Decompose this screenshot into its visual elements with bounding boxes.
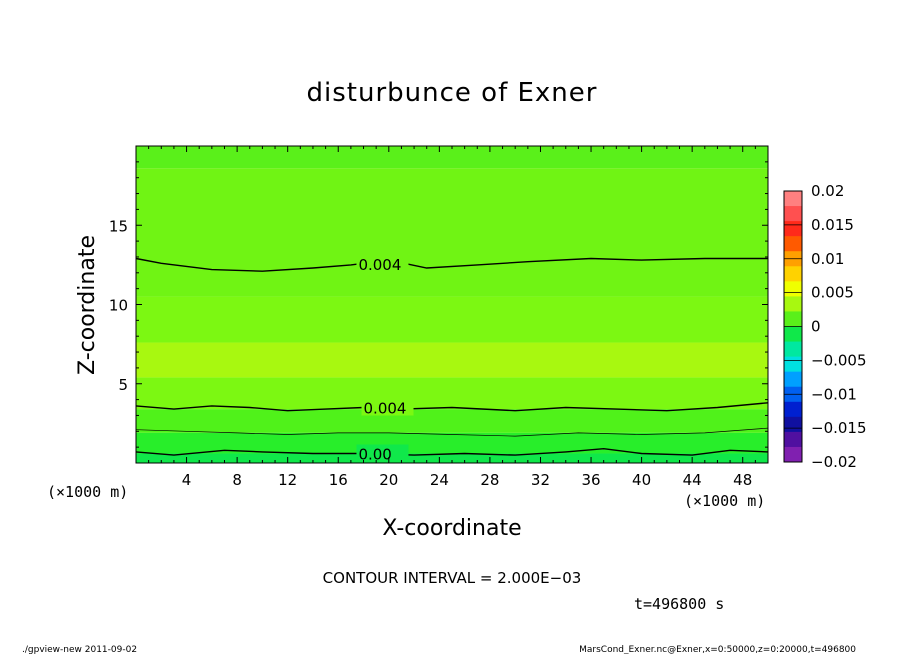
contour-band-4: [136, 342, 768, 378]
colorbar-swatch-2: [784, 221, 802, 237]
colorbar-swatch-10: [784, 341, 802, 358]
contour-band-2: [136, 409, 768, 433]
contour-label-0: 0.004: [358, 256, 401, 274]
x-tick-label-2: 12: [278, 471, 297, 489]
chart-title: disturbunce of Exner: [307, 78, 598, 108]
contour-bands: [136, 146, 768, 463]
x-tick-label-5: 24: [430, 471, 449, 489]
x-tick-label-4: 20: [379, 471, 398, 489]
contour-band-3: [136, 377, 768, 410]
colorbar: 0.02 0.015 0.01 0.005 0 −0.005 −0.01 −0.015 −0.0…: [783, 182, 867, 471]
y-tick-label-0: 5: [118, 376, 128, 394]
colorbar-label-3: 0.005: [811, 284, 854, 302]
x-tick-label-10: 44: [683, 471, 702, 489]
x-axis-ticks: 4 8 12 16 20 24 28 32 36 40 44 48: [148, 146, 756, 489]
footer-left: ./gpview-new 2011-09-02: [22, 645, 137, 654]
plot-area: 0.004 0.004 0.00: [135, 145, 769, 464]
colorbar-swatch-0: [784, 191, 802, 207]
colorbar-swatch-17: [784, 446, 802, 463]
colorbar-swatch-11: [784, 356, 802, 373]
colorbar-label-6: −0.01: [811, 385, 857, 403]
x-tick-label-1: 8: [232, 471, 242, 489]
y-axis-label: Z-coordinate: [75, 235, 100, 375]
contour-interval-text: CONTOUR INTERVAL = 2.000E−03: [323, 569, 582, 587]
x-axis-label: X-coordinate: [382, 516, 521, 541]
colorbar-swatch-7: [784, 296, 802, 312]
contour-line-2: [135, 427, 769, 437]
x-tick-label-3: 16: [329, 471, 348, 489]
colorbar-swatch-6: [784, 281, 802, 297]
y-tick-label-1: 10: [109, 297, 128, 315]
colorbar-label-4: 0: [811, 318, 821, 336]
contour-line-3: [135, 447, 769, 456]
y-axis-ticks: 5 10 15: [109, 161, 768, 448]
x-tick-label-6: 28: [480, 471, 499, 489]
x-tick-label-7: 32: [531, 471, 550, 489]
x-tick-label-0: 4: [182, 471, 192, 489]
colorbar-swatch-14: [784, 401, 802, 418]
contour-label-bg-0: [356, 254, 409, 272]
colorbar-swatch-1: [784, 206, 802, 222]
footer-right: MarsCond_Exner.nc@Exner,x=0:50000,z=0:20…: [579, 645, 856, 654]
colorbar-label-5: −0.005: [811, 351, 867, 369]
colorbar-swatch-16: [784, 431, 802, 448]
contour-band-1: [136, 432, 768, 454]
colorbar-label-1: 0.015: [811, 216, 854, 234]
colorbar-swatch-3: [784, 236, 802, 252]
colorbar-swatch-15: [784, 416, 802, 433]
x-unit-right: (×1000 m): [684, 492, 765, 510]
colorbar-swatch-8: [784, 311, 802, 327]
colorbar-label-7: −0.015: [811, 419, 867, 437]
time-label: t=496800 s: [634, 595, 724, 613]
contour-label-bg-3: [356, 444, 409, 462]
colorbar-swatch-12: [784, 371, 802, 388]
contour-band-5: [136, 296, 768, 343]
x-tick-label-9: 40: [632, 471, 651, 489]
contour-label-bg-1: [361, 398, 414, 416]
colorbar-swatch-9: [784, 326, 802, 343]
contour-band-6: [136, 168, 768, 297]
colorbar-label-0: 0.02: [811, 182, 844, 200]
contour-label-3: 0.00: [358, 445, 391, 463]
contour-lines: 0.004 0.004 0.00: [135, 254, 769, 463]
x-tick-label-11: 48: [733, 471, 752, 489]
colorbar-label-2: 0.01: [811, 250, 844, 268]
colorbar-label-8: −0.02: [811, 453, 857, 471]
x-unit-left: (×1000 m): [47, 483, 128, 501]
contour-band-0: [136, 453, 768, 463]
contour-band-7: [136, 146, 768, 169]
x-tick-label-8: 36: [581, 471, 600, 489]
contour-label-1: 0.004: [364, 400, 407, 418]
y-tick-label-2: 15: [109, 217, 128, 235]
colorbar-swatch-5: [784, 266, 802, 282]
